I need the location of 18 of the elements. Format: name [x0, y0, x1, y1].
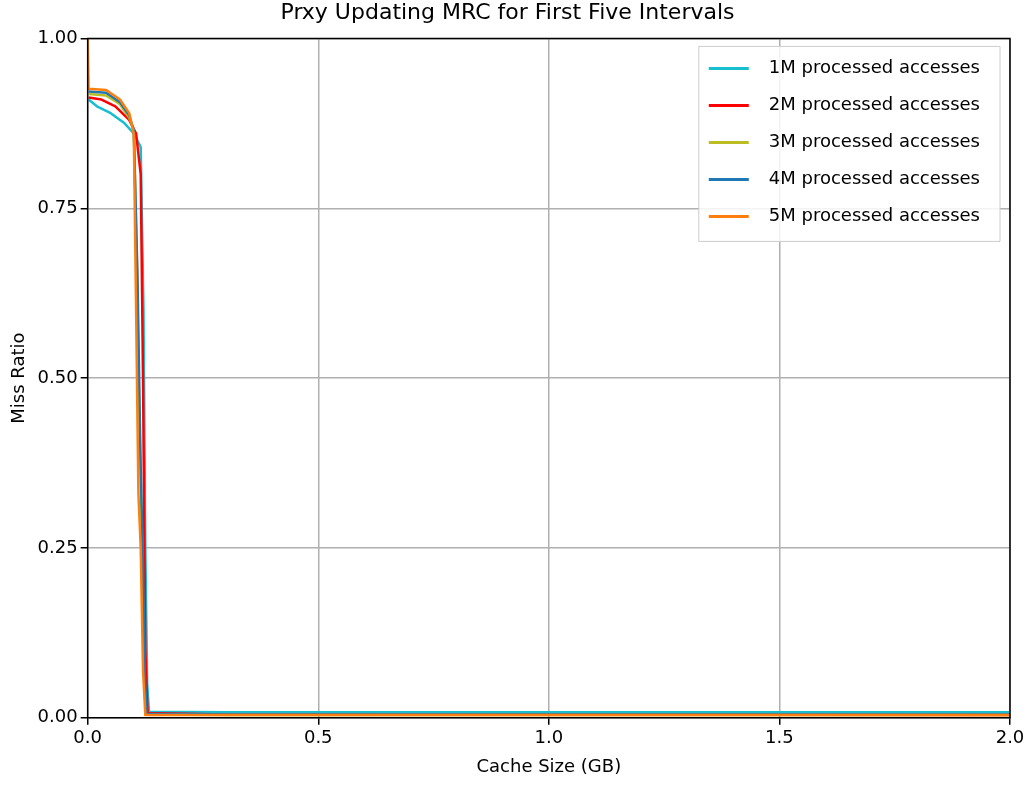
y-tick-label: 0.25	[37, 535, 78, 557]
y-tick-label: 1.00	[37, 26, 78, 48]
chart-title: Prxy Updating MRC for First Five Intervals	[280, 0, 735, 24]
y-axis-title: Miss Ratio	[7, 332, 29, 424]
x-tick-label: 0.5	[303, 726, 333, 748]
x-tick-label: 0.0	[73, 726, 102, 748]
x-tick-label: 1.5	[765, 726, 794, 748]
legend-label: 3M processed accesses	[768, 130, 980, 152]
x-tick-label: 2.0	[995, 726, 1025, 748]
legend-label: 1M processed accesses	[768, 56, 980, 78]
y-tick-label: 0.75	[37, 195, 78, 217]
x-tick-label: 1.0	[534, 726, 564, 748]
y-tick-label: 0.50	[37, 365, 78, 387]
legend-label: 5M processed accesses	[768, 204, 980, 226]
legend-label: 2M processed accesses	[768, 93, 980, 115]
y-tick-label: 0.00	[37, 705, 78, 727]
x-axis-title: Cache Size (GB)	[476, 754, 622, 776]
legend-label: 4M processed accesses	[768, 167, 980, 189]
